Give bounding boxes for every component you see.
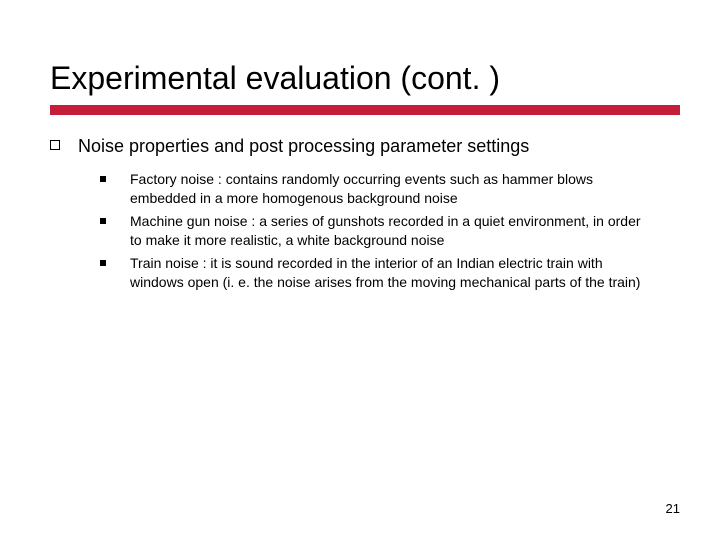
slide-container: Experimental evaluation (cont. ) Noise p… (0, 0, 720, 336)
level1-heading: Noise properties and post processing par… (78, 135, 529, 158)
slide-title: Experimental evaluation (cont. ) (50, 60, 680, 97)
level2-item: Machine gun noise : a series of gunshots… (100, 212, 680, 250)
solid-square-bullet-icon (100, 176, 106, 182)
level2-text: Machine gun noise : a series of gunshots… (130, 212, 650, 250)
level1-item: Noise properties and post processing par… (50, 135, 680, 158)
hollow-square-bullet-icon (50, 140, 60, 150)
title-underline (50, 105, 680, 115)
level2-item: Train noise : it is sound recorded in th… (100, 254, 680, 292)
level2-text: Factory noise : contains randomly occurr… (130, 170, 650, 208)
solid-square-bullet-icon (100, 260, 106, 266)
solid-square-bullet-icon (100, 218, 106, 224)
level2-text: Train noise : it is sound recorded in th… (130, 254, 650, 292)
level2-list: Factory noise : contains randomly occurr… (100, 170, 680, 291)
page-number: 21 (666, 501, 680, 516)
level2-item: Factory noise : contains randomly occurr… (100, 170, 680, 208)
